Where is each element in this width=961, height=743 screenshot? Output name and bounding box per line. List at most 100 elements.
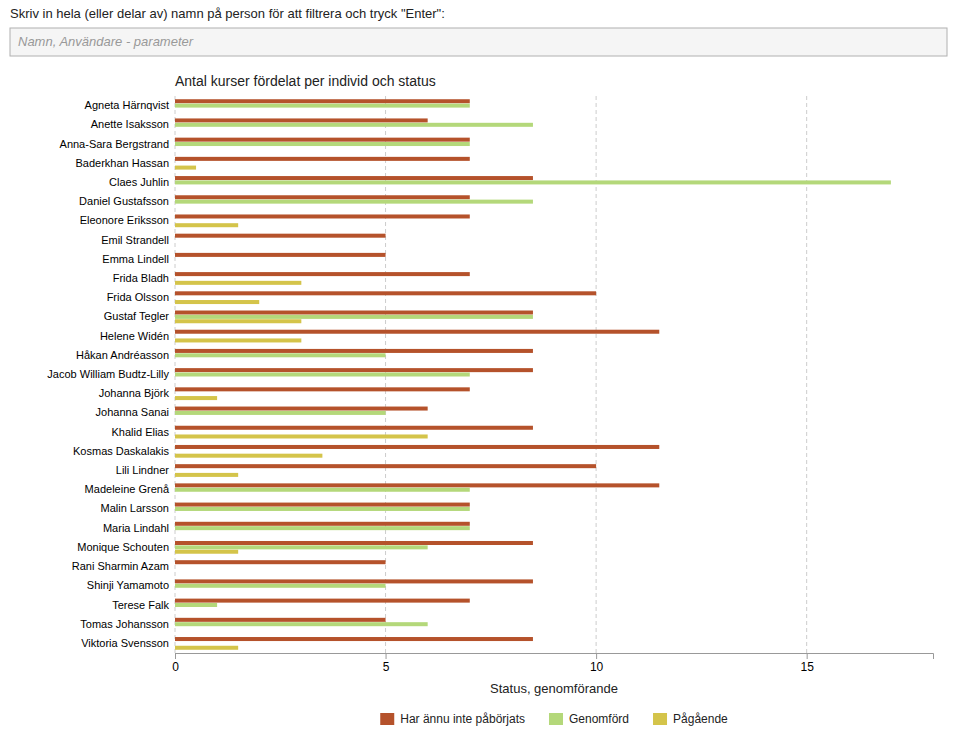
category-label: Claes Juhlin xyxy=(109,176,169,188)
bar xyxy=(175,637,533,641)
bar xyxy=(175,195,470,199)
bars xyxy=(175,99,891,650)
tick-label: 0 xyxy=(172,660,179,674)
bar xyxy=(175,104,470,108)
bar xyxy=(175,157,470,161)
bar xyxy=(175,372,470,376)
bar xyxy=(175,411,386,415)
y-tick: Khalid Elias xyxy=(112,426,170,438)
x-tick: 5 xyxy=(383,653,390,674)
bar xyxy=(175,387,470,391)
category-label: Maria Lindahl xyxy=(103,522,169,534)
x-axis: 0 5 10 15 xyxy=(172,653,933,674)
grid-line xyxy=(596,96,597,653)
legend-label: Pågående xyxy=(673,712,728,726)
y-tick: Anna-Sara Bergstrand xyxy=(60,138,169,150)
category-label: Tomas Johansson xyxy=(80,618,169,630)
category-label: Emil Strandell xyxy=(101,234,169,246)
legend-swatch xyxy=(549,713,563,725)
bar xyxy=(175,454,322,458)
y-tick: Rani Sharmin Azam xyxy=(72,560,169,572)
category-label: Baderkhan Hassan xyxy=(75,157,169,169)
category-label: Håkan Andréasson xyxy=(76,349,169,361)
bar xyxy=(175,522,470,526)
bar xyxy=(175,118,428,122)
input-box xyxy=(10,28,947,56)
y-tick: Håkan Andréasson xyxy=(76,349,169,361)
bar xyxy=(175,315,533,319)
category-label: Anna-Sara Bergstrand xyxy=(60,138,169,150)
category-label: Viktoria Svensson xyxy=(81,637,169,649)
bar xyxy=(175,646,238,650)
x-tick: 10 xyxy=(590,653,604,674)
y-tick: Anette Isaksson xyxy=(91,118,169,130)
category-label: Agneta Härnqvist xyxy=(85,99,169,111)
bar xyxy=(175,426,533,430)
y-tick: Baderkhan Hassan xyxy=(75,157,169,169)
bar xyxy=(175,291,596,295)
bar xyxy=(175,503,470,507)
y-tick: Helene Widén xyxy=(100,330,169,342)
y-tick: Emil Strandell xyxy=(101,234,169,246)
bar xyxy=(175,445,659,449)
y-tick: Terese Falk xyxy=(112,599,169,611)
category-label: Frida Bladh xyxy=(113,272,169,284)
category-label: Eleonore Eriksson xyxy=(80,214,169,226)
category-label: Shinji Yamamoto xyxy=(87,579,169,591)
y-tick: Jacob William Budtz-Lilly xyxy=(47,368,169,380)
y-tick: Johanna Björk xyxy=(99,387,170,399)
bar xyxy=(175,99,470,103)
bar xyxy=(175,541,533,545)
bar xyxy=(175,464,596,468)
y-tick: Frida Bladh xyxy=(113,272,169,284)
category-label: Khalid Elias xyxy=(112,426,170,438)
y-tick: Lili Lindner xyxy=(116,464,170,476)
y-tick: Emma Lindell xyxy=(102,253,169,265)
legend-swatch xyxy=(653,713,667,725)
input-placeholder: Namn, Användare - parameter xyxy=(18,34,194,49)
legend-item: Pågående xyxy=(653,712,728,726)
grid-line xyxy=(806,96,807,653)
bar xyxy=(175,272,470,276)
grid xyxy=(175,96,807,653)
category-label: Madeleine Grenå xyxy=(85,483,170,495)
bar xyxy=(175,353,386,357)
category-label: Lili Lindner xyxy=(116,464,170,476)
bar xyxy=(175,488,470,492)
y-tick: Madeleine Grenå xyxy=(85,483,170,495)
chart-title: Antal kurser fördelat per individ och st… xyxy=(175,73,436,89)
bar xyxy=(175,166,196,170)
bar xyxy=(175,368,533,372)
y-axis: Agneta Härnqvist Anette Isaksson Anna-Sara… xyxy=(47,99,170,649)
axis-line xyxy=(176,654,934,660)
bar xyxy=(175,526,470,530)
tick-label: 15 xyxy=(800,660,814,674)
bar xyxy=(175,579,533,583)
category-label: Johanna Sanai xyxy=(96,406,169,418)
bar xyxy=(175,300,259,304)
legend-label: Genomförd xyxy=(569,712,629,726)
bar xyxy=(175,330,659,334)
bar xyxy=(175,253,386,257)
category-label: Terese Falk xyxy=(112,599,169,611)
bar-series xyxy=(175,104,891,627)
y-tick: Shinji Yamamoto xyxy=(87,579,169,591)
bar xyxy=(175,507,470,511)
bar xyxy=(175,483,659,487)
tick-mark xyxy=(807,653,808,659)
tick-mark xyxy=(386,653,387,659)
bar xyxy=(175,349,533,353)
header-text: Skriv in hela (eller delar av) namn på p… xyxy=(10,6,445,21)
bar xyxy=(175,434,428,438)
y-tick: Monique Schouten xyxy=(77,541,169,553)
category-label: Johanna Björk xyxy=(99,387,170,399)
bar xyxy=(175,319,301,323)
bar xyxy=(175,311,533,315)
bar xyxy=(175,550,238,554)
category-label: Kosmas Daskalakis xyxy=(73,445,169,457)
bar xyxy=(175,560,386,564)
legend: Har ännu inte påbörjatsGenomfördPågående xyxy=(380,712,728,726)
bar-series xyxy=(175,166,428,650)
bar xyxy=(175,338,301,342)
x-tick: 15 xyxy=(800,653,814,674)
